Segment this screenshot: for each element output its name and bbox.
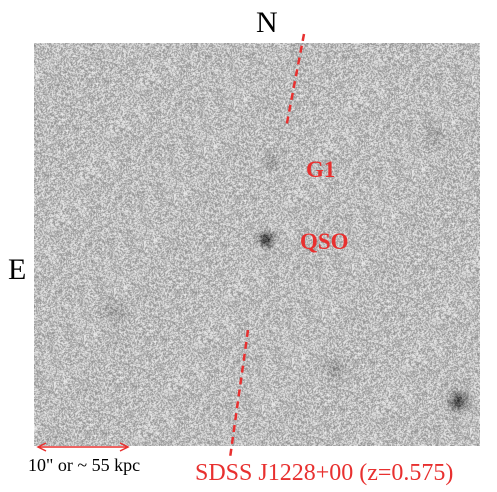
qso-label: QSO — [300, 229, 349, 254]
north-label: N — [256, 6, 278, 39]
image-caption: SDSS J1228+00 (z=0.575) — [195, 460, 454, 486]
sky-image — [34, 43, 480, 446]
g1-label: G1 — [306, 157, 336, 182]
noise-texture — [34, 43, 480, 446]
scale-bar-label: 10" or ~ 55 kpc — [28, 455, 141, 475]
east-label: E — [8, 253, 27, 286]
